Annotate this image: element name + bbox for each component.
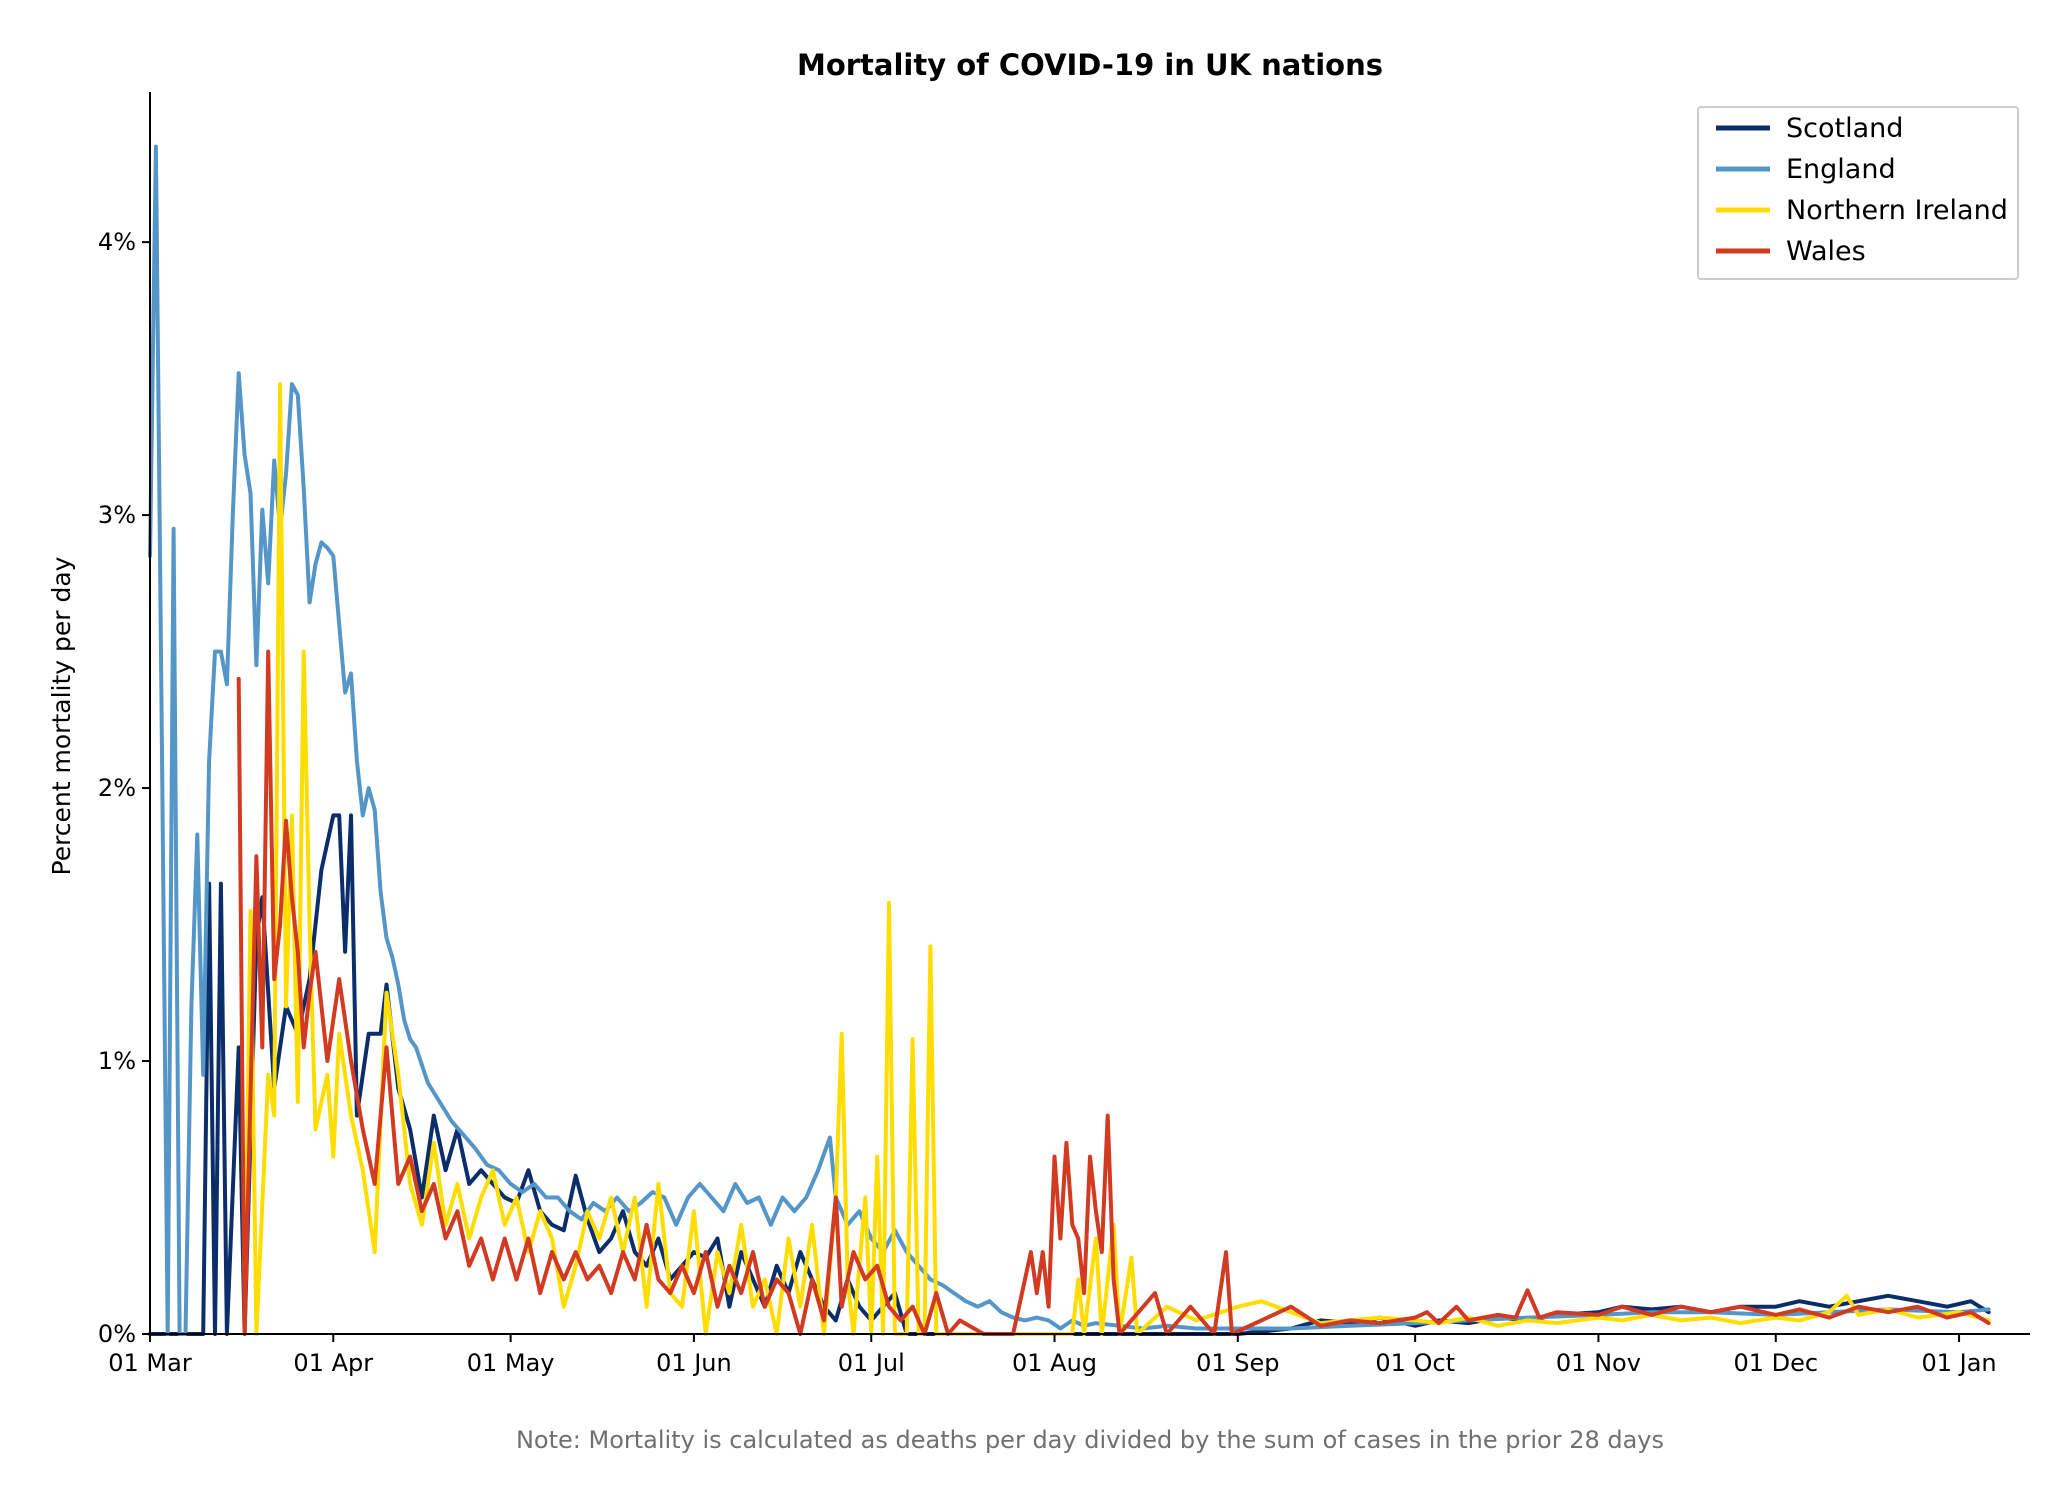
x-tick-label: 01 Sep — [1196, 1349, 1279, 1377]
x-tick-label: 01 Dec — [1733, 1349, 1818, 1377]
x-tick-label: 01 Mar — [108, 1349, 192, 1377]
legend-box — [1697, 106, 2019, 280]
legend-label: Northern Ireland — [1786, 195, 2008, 226]
legend-label: England — [1786, 154, 1896, 185]
series-line-england — [148, 144, 1991, 1336]
x-tick-label: 01 Jan — [1921, 1349, 1996, 1377]
x-tick-label: 01 May — [467, 1349, 555, 1377]
x-tick-label: 01 Aug — [1012, 1349, 1097, 1377]
y-tick-label: 4% — [98, 228, 136, 256]
legend: Scotland England Northern Ireland Wales — [1697, 106, 2019, 280]
plot-area — [148, 144, 1991, 1336]
y-axis-title: Percent mortality per day — [47, 556, 76, 875]
x-tick-label: 01 Jun — [656, 1349, 732, 1377]
x-tick-label: 01 Jul — [838, 1349, 905, 1377]
y-tick-label: 2% — [98, 774, 136, 802]
y-axis-ticks: 0% 1% 2% 3% 4% — [98, 228, 150, 1348]
legend-label: Scotland — [1786, 113, 1903, 144]
y-tick-label: 1% — [98, 1047, 136, 1075]
y-tick-label: 0% — [98, 1320, 136, 1348]
series-line-northern-ireland — [242, 382, 1991, 1336]
y-tick-label: 3% — [98, 501, 136, 529]
footnote: Note: Mortality is calculated as deaths … — [516, 1426, 1664, 1454]
x-tick-label: 01 Oct — [1375, 1349, 1455, 1377]
x-axis-ticks: 01 Mar 01 Apr 01 May 01 Jun 01 Jul 01 Aug 01 S… — [108, 1334, 1997, 1377]
chart-title: Mortality of COVID-19 in UK nations — [797, 48, 1383, 82]
series-line-wales — [236, 649, 1991, 1336]
legend-label: Wales — [1786, 236, 1866, 267]
x-tick-label: 01 Apr — [293, 1349, 373, 1377]
x-tick-label: 01 Nov — [1556, 1349, 1641, 1377]
